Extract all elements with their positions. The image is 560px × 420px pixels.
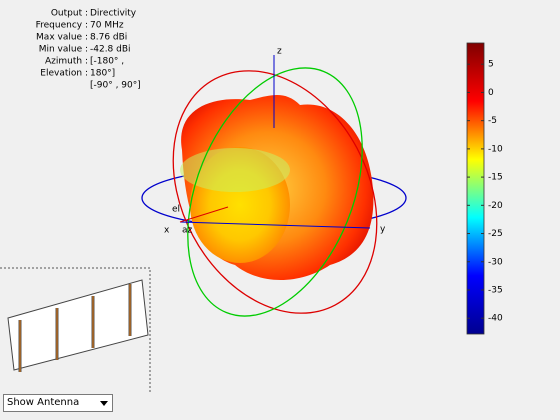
axis-label: x [164, 226, 170, 236]
info-value: 180°] [90, 69, 115, 79]
dropdown[interactable]: Show Antenna [3, 394, 113, 412]
axis-label: z [277, 47, 282, 57]
info-value: [-180° , [90, 57, 124, 67]
info-label: Min value : [39, 45, 88, 55]
colorbar-tick-label: -15 [488, 173, 503, 183]
info-label: Elevation : [40, 69, 88, 79]
info-label: Max value : [36, 33, 88, 43]
colorbar-tick-label: 0 [488, 88, 494, 98]
colorbar-tick-label: -25 [488, 229, 503, 239]
info-value: Directivity [90, 9, 137, 19]
info-value: 70 MHz [90, 21, 124, 31]
colorbar-ticks: 5 0 -5 -10 -15 -20 -25 -30 -35 -40 [467, 60, 503, 324]
axis-label: el [172, 205, 180, 215]
info-label: Output : [51, 9, 88, 19]
colorbar-tick-label: -35 [488, 285, 503, 295]
colorbar-tick-label: 5 [488, 60, 494, 70]
info-value: 8.76 dBi [90, 33, 127, 43]
elevation-circle [172, 70, 378, 314]
colorbar-tick-label: -5 [488, 116, 497, 126]
colorbar-tick-label: -20 [488, 201, 503, 211]
pattern-plot [141, 55, 407, 317]
elevation-circle [187, 67, 363, 317]
pattern-null [180, 148, 290, 192]
colorbar [466, 42, 485, 335]
colorbar-tick-label: -10 [488, 144, 503, 154]
antenna-preview [0, 267, 151, 392]
info-value: [-90° , 90°] [90, 81, 141, 91]
colorbar-tick-label: -40 [488, 314, 503, 324]
axis-label: az [182, 226, 193, 236]
axis-label: y [380, 225, 386, 235]
colorbar-tick-label: -30 [488, 257, 503, 267]
y-axis [179, 221, 371, 229]
info-label: Frequency : [36, 21, 88, 31]
info-value: -42.8 dBi [90, 45, 131, 55]
x-axis [179, 206, 229, 223]
info-label: Azimuth : [45, 57, 88, 67]
